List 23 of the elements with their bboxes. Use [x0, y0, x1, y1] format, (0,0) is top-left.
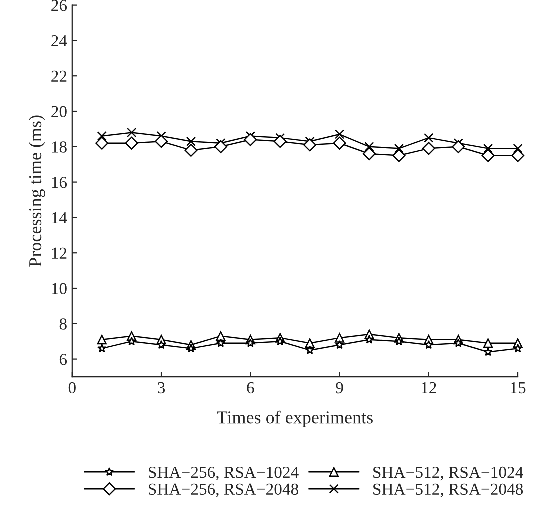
y-axis-title: Processing time (ms) [28, 116, 46, 267]
y-tick-label: 14 [52, 212, 68, 224]
y-tick-label: 10 [52, 283, 67, 294]
x-axis-title: Times of experiments [217, 410, 373, 428]
y-tick-label: 16 [52, 177, 68, 188]
x-tick-label: 15 [511, 382, 526, 394]
y-tick-label: 6 [60, 354, 68, 366]
legend-label: SHA−256, RSA−2048 [149, 484, 298, 498]
x-tick-label: 3 [158, 382, 166, 394]
x-tick-label: 0 [68, 382, 76, 394]
x-tick-label: 9 [336, 382, 344, 394]
x-tick-label: 6 [247, 382, 254, 394]
legend-label: SHA−256, RSA−1024 [149, 466, 299, 481]
y-tick-label: 12 [52, 248, 67, 259]
y-tick-label: 22 [52, 70, 67, 82]
y-tick-label: 18 [52, 142, 67, 153]
legend-label: SHA−512, RSA−1024 [374, 466, 524, 481]
y-tick-label: 20 [52, 106, 67, 118]
y-tick-label: 8 [60, 318, 67, 330]
y-tick-label: 26 [52, 0, 68, 12]
legend-label: SHA−512, RSA−2048 [374, 484, 524, 498]
y-tick-label: 24 [52, 35, 68, 46]
x-tick-label: 12 [422, 382, 436, 394]
